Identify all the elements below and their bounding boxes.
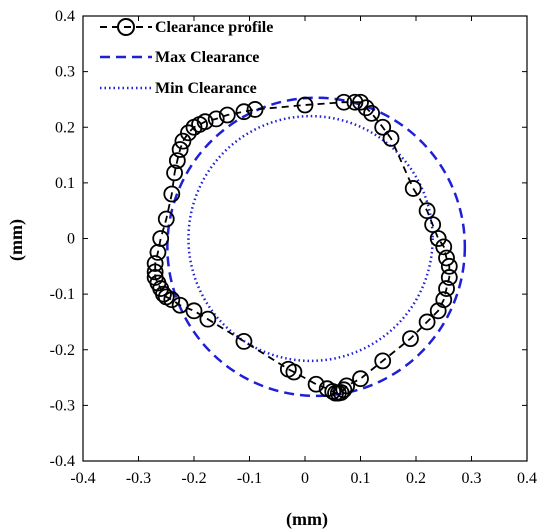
clearance-profile-point	[157, 210, 175, 228]
clearance-profile-point	[171, 296, 189, 314]
clearance-profile-point	[374, 118, 392, 136]
x-tick-label: 0.2	[406, 470, 426, 487]
clearance-profile-point	[218, 106, 236, 124]
clearance-profile-point	[285, 363, 303, 381]
clearance-profile-point	[152, 230, 170, 247]
clearance-profile-point	[382, 129, 400, 147]
clearance-profile-point	[163, 291, 181, 309]
clearance-profile-point	[429, 230, 447, 247]
x-tick-label: 0.1	[351, 470, 371, 487]
clearance-profile-point	[171, 141, 189, 158]
clearance-profile-point	[335, 93, 353, 111]
clearance-profile-point	[296, 96, 314, 114]
legend-label-max: Max Clearance	[155, 49, 259, 66]
min-clearance-circle	[187, 114, 434, 363]
x-axis-title: (mm)	[286, 509, 328, 530]
clearance-profile-point	[235, 333, 253, 350]
clearance-profile-point	[338, 377, 356, 395]
clearance-profile-point	[438, 280, 455, 297]
max-clearance-series	[166, 96, 467, 398]
min-clearance-series	[187, 114, 434, 363]
clearance-profile-point	[246, 101, 264, 118]
clearance-profile-point	[402, 330, 419, 348]
clearance-profile-point	[163, 185, 181, 203]
y-tick-label: 0.4	[55, 8, 75, 25]
clearance-profile-point	[180, 124, 197, 142]
y-axis-title: (mm)	[6, 219, 27, 261]
clearance-profile-point	[166, 164, 183, 182]
clearance-profile-point	[168, 152, 186, 170]
clearance-profile-line	[154, 101, 451, 394]
x-tick-label: -0.3	[126, 470, 151, 487]
clearance-profile-point	[199, 310, 217, 328]
legend-label-min: Min Clearance	[155, 80, 257, 97]
x-tick-label: 0	[301, 470, 309, 487]
clearance-profile-point	[174, 132, 192, 150]
axis-ticks: -0.4 -0.3 -0.2 -0.1 0 0.1 0.2 0.3 0.4 -0.4 -0.3 -0.…	[50, 8, 537, 487]
x-tick-label: 0.3	[462, 470, 482, 487]
clearance-profile-point	[435, 291, 453, 309]
clearance-profile-point	[146, 255, 164, 272]
clearance-profile-point	[440, 269, 458, 286]
y-tick-label: 0.2	[55, 119, 75, 136]
legend-label-profile: Clearance profile	[155, 19, 273, 36]
clearance-profile-point	[374, 352, 392, 370]
clearance-profile-point	[357, 99, 375, 117]
x-tick-label: -0.4	[70, 470, 95, 487]
clearance-profile-point	[352, 93, 369, 111]
y-tick-label: -0.1	[50, 286, 75, 303]
clearance-profile-point	[352, 370, 369, 388]
clearance-profile-point	[424, 216, 442, 233]
clearance-profile-point	[418, 313, 436, 331]
clearance-profile-point	[149, 244, 167, 261]
clearance-profile-point	[440, 257, 458, 275]
legend-marker-profile	[117, 18, 135, 36]
y-tick-label: 0	[67, 231, 75, 248]
clearance-profile-point	[146, 263, 164, 281]
clearance-profile-point	[335, 381, 353, 399]
clearance-profile-point	[435, 238, 453, 256]
clearance-profile-point	[404, 180, 422, 197]
clearance-profile-point	[438, 249, 455, 267]
clearance-profile-point	[418, 202, 436, 220]
x-tick-label: -0.1	[237, 470, 262, 487]
clearance-profile-point	[185, 118, 203, 136]
clearance-profile-point	[307, 375, 325, 393]
clearance-profile-point	[155, 285, 172, 303]
y-tick-label: -0.4	[50, 453, 75, 470]
x-tick-label: 0.4	[517, 470, 537, 487]
clearance-profile-point	[207, 110, 225, 128]
y-tick-label: -0.2	[50, 342, 75, 359]
y-tick-label: 0.3	[55, 64, 75, 81]
y-tick-label: -0.3	[50, 397, 75, 414]
x-tick-label: -0.2	[181, 470, 206, 487]
max-clearance-circle	[166, 96, 467, 398]
y-tick-label: 0.1	[55, 175, 75, 192]
legend: Clearance profile Max Clearance Min Clea…	[100, 18, 273, 97]
clearance-profile-point	[185, 302, 203, 320]
clearance-profile-point	[235, 103, 253, 121]
clearance-profile-series	[146, 93, 458, 402]
clearance-profile-point	[363, 104, 381, 122]
